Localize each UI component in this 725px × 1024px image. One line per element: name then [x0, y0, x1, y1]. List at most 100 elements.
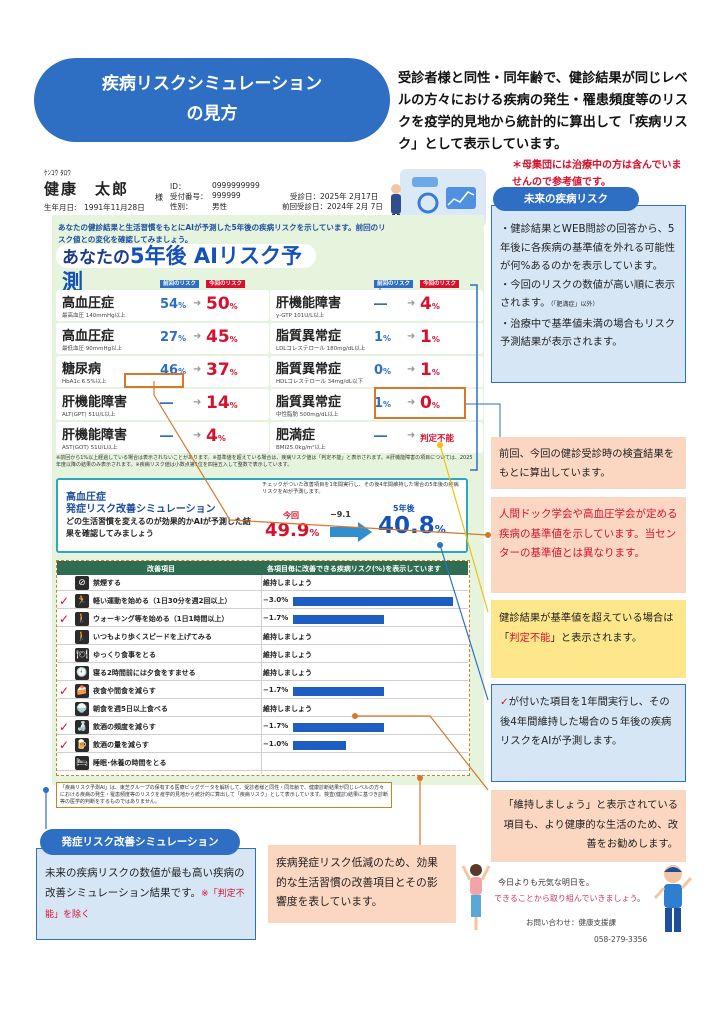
improvement-value: −3.0% — [263, 596, 289, 604]
arrow-icon: ➜ — [407, 430, 416, 441]
improvement-label: いつもより歩くスピードを上げてみる — [93, 633, 212, 641]
improvement-value: −1.7% — [263, 722, 289, 730]
disease-name: 脂質異常症 — [276, 362, 342, 377]
risk-card: 高血圧症 最低血圧 90mmHg以上 27% ➜ 45% — [56, 323, 269, 354]
improvement-value: 維持しましょう — [263, 651, 312, 659]
drinking-frequency-icon: 🍶 — [75, 720, 89, 734]
sim-now-label: 今回 — [283, 511, 299, 520]
disease-standard: 最高血圧 140mmHg以上 — [62, 313, 126, 319]
receipt-value: 999999 — [212, 191, 241, 200]
sim-description: どの生活習慣を変えるのが効果的かAIが予測した結果を確認してみましょう — [66, 517, 251, 538]
improvement-value: −1.7% — [263, 614, 289, 622]
footer-contact: お問い合わせ：健康支援課 — [526, 918, 616, 927]
prev-risk: ― — [374, 429, 387, 444]
fast-walk-icon: 🚶 — [75, 630, 89, 644]
risk-card: 肝機能障害 γ-GTP 101U/L以上 ― ➜ 4% — [270, 290, 483, 321]
disease-standard: BMI25.0kg/m²以上 — [276, 445, 326, 451]
risk-card: 脂質異常症 中性脂肪 500mg/dL以上 1% ➜ 0% — [270, 389, 483, 420]
improvement-row: ✓ 🏃 軽い運動を始める（1日30分を週2回以上） −3.0% — [57, 593, 468, 609]
prev-risk: 1% — [374, 396, 392, 411]
improvement-label: 睡眠･休養の時間をとる — [93, 759, 167, 767]
improvement-row: 🛏 睡眠･休養の時間をとる — [57, 755, 468, 771]
risk-card: 肥満症 BMI25.0kg/m²以上 ― ➜ 判定不能 — [270, 422, 483, 453]
disease-name: 肝機能障害 — [62, 395, 128, 410]
title-line1: 疾病リスクシミュレーション — [101, 74, 323, 94]
sim-explain-box: 未来の疾病リスクの数値が最も高い疾病の改善シミュレーション結果です。※「判定不能… — [36, 848, 256, 940]
patient-dob: 生年月日: 1991年11月28日 — [44, 203, 145, 212]
improvement-bar — [293, 723, 384, 732]
risk-card: 糖尿病 HbA1c 6.5%以上 46% ➜ 37% — [56, 356, 269, 387]
col-prev-right: 前回のリスク — [374, 280, 414, 288]
future-risk-heading: 未来の疾病リスク — [493, 187, 639, 211]
check-icon: ✓ — [59, 612, 70, 626]
footer-message2: できることから取り組んでいきましょう。 — [494, 894, 645, 903]
risk-card: 肝機能障害 AST(GOT) 51U/L以上 ― ➜ 4% — [56, 422, 269, 453]
patient-honorific: 様 — [155, 193, 163, 202]
col-cur-right: 今回のリスク — [420, 280, 460, 288]
cur-risk: 1% — [420, 360, 440, 380]
future-risk-text: ・健診結果とWEB問診の回答から、5年後に各疾病の基準値を外れる可能性が何%ある… — [500, 223, 676, 348]
prev-risk: 54% — [160, 297, 187, 312]
factors-explain-box: 疾病発症リスク低減のため、効果的な生活習慣の改善項目とその影響度を表しています。 — [268, 845, 456, 923]
running-icon: 🏃 — [75, 594, 89, 608]
sim-now-value: 49.9% — [265, 520, 320, 541]
exam-date: 受診日：2025年 2月17日 — [290, 192, 379, 201]
patient-kana: ｹﾝｺｳ ﾀﾛｳ — [44, 169, 71, 177]
arrow-icon: ➜ — [193, 397, 202, 408]
disease-name: 高血圧症 — [62, 329, 115, 344]
sex-label: 性別： — [170, 202, 193, 211]
ai-title-pre: あなたの — [62, 248, 130, 268]
ai-disclaimer: 「疾病リスク予測AI」は、東芝グループの保有する医療ビッグデータを解析して、受診… — [56, 782, 392, 808]
disease-name: 脂質異常症 — [276, 329, 342, 344]
cur-risk: 1% — [420, 327, 440, 347]
cur-risk: 4% — [420, 294, 440, 314]
improvement-label: 朝食を週5日以上食べる — [93, 705, 168, 713]
check-icon: ✓ — [59, 720, 70, 734]
improvement-row: ✓ 🍶 飲酒の頻度を減らす −1.7% — [57, 719, 468, 735]
prev-risk: 27% — [160, 330, 187, 345]
arrow-icon: ➜ — [193, 298, 202, 309]
improvement-label: 飲酒の量を減らす — [93, 741, 149, 749]
check-icon: ✓ — [59, 738, 70, 752]
improvement-row: ✓ 🍺 飲酒の量を減らす −1.0% — [57, 737, 468, 753]
cur-risk: 14% — [206, 393, 238, 413]
ai-risk-title: あなたの5年後 AIリスク予測 — [56, 244, 316, 294]
disease-name: 肥満症 — [276, 428, 316, 443]
check-explain-box: ✓が付いた項目を1年間実行し、その後4年間維持した場合の５年後の疾病リスクをAI… — [491, 684, 686, 782]
maintain-explain-box: 「維持しましょう」と表示されている項目も、より健康的な生活のため、改善をお勧めし… — [491, 790, 686, 862]
improvement-header: 改善項目 各項目毎に改善できる疾病リスク(%)を表示しています — [57, 561, 468, 575]
title-pill: 疾病リスクシミュレーション の見方 — [34, 58, 390, 142]
improvement-row: 🍽 ゆっくり食事をとる 維持しましょう — [57, 647, 468, 663]
improvement-label: ウォーキング等を始める（1日1時間以上） — [93, 615, 229, 623]
improvement-row: 🕘 寝る2時間前には夕食をすませる 維持しましょう — [57, 665, 468, 681]
standard-value-box: 人間ドック学会や高血圧学会が定める疾病の基準値を示しています。当センターの基準値… — [491, 497, 686, 593]
improvement-label: 禁煙する — [93, 579, 121, 587]
sim-future-label: 5年後 — [393, 504, 415, 513]
arrow-icon: ➜ — [193, 364, 202, 375]
yoga-person-icon — [461, 864, 491, 930]
sim-disease: 高血圧症 — [66, 492, 106, 503]
improvement-row: ✓ 🚶 ウォーキング等を始める（1日1時間以上） −1.7% — [57, 611, 468, 627]
worker-person-icon — [653, 865, 693, 932]
future-risk-box — [491, 205, 686, 383]
cur-risk: 50% — [206, 294, 238, 314]
id-value: 0999999999 — [212, 181, 260, 190]
disease-standard: 中性脂肪 500mg/dL以上 — [276, 412, 339, 418]
improvement-label: 軽い運動を始める（1日30分を週2回以上） — [93, 597, 232, 605]
prev-risk: ― — [160, 429, 173, 444]
improvement-bar — [293, 597, 453, 606]
disease-name: 高血圧症 — [62, 296, 115, 311]
table-divider — [261, 575, 262, 774]
risk-card: 高血圧症 最高血圧 140mmHg以上 54% ➜ 50% — [56, 290, 269, 321]
sim-future-value: 40.8% — [378, 513, 446, 539]
prev-risk: 0% — [374, 363, 392, 378]
calc-basis-box: 前回、今回の健診受診時の検査結果をもとに算出しています。 — [491, 437, 686, 489]
footer-message1: 今日よりも元気な明日を。 — [498, 878, 594, 887]
report-description: あなたの健診結果と生活習慣をもとにAIが予測した5年後の疾病リスクを示しています… — [58, 223, 386, 244]
improvement-bar — [293, 687, 384, 696]
check-icon: ✓ — [500, 696, 509, 708]
improvement-value: −1.0% — [263, 740, 289, 748]
disease-standard: γ-GTP 101U/L以上 — [276, 313, 325, 319]
disease-name: 肝機能障害 — [276, 296, 342, 311]
sim-title: 発症リスク改善シミュレーション — [66, 504, 216, 515]
